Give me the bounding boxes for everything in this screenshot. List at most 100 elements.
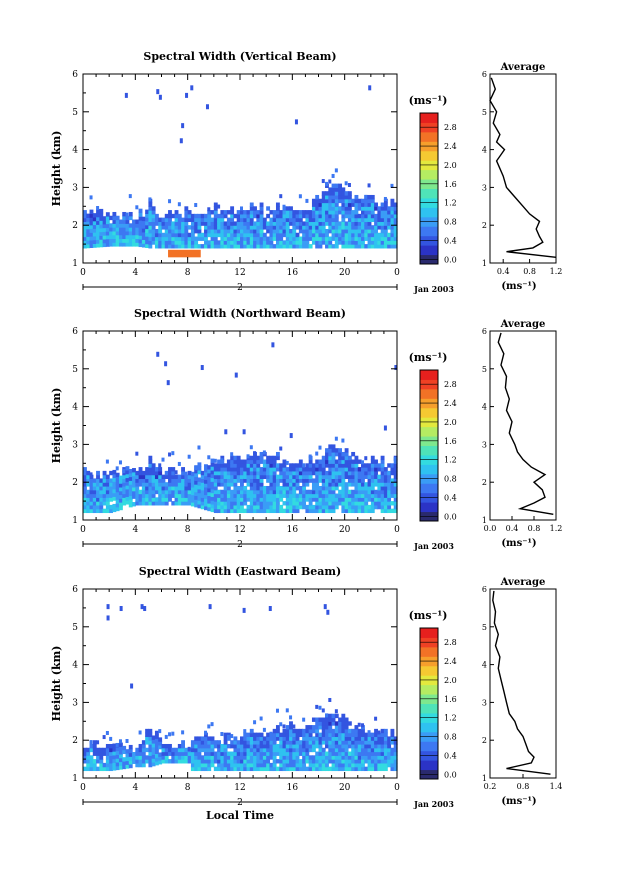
sparse-echo [166, 380, 170, 386]
heatmap-cell [334, 436, 338, 441]
heatmap-cell [269, 731, 273, 736]
heatmap-cell [83, 244, 87, 249]
heatmap-cell [305, 759, 310, 764]
heatmap-cell [161, 240, 166, 245]
heatmap-cell [158, 482, 163, 487]
average-y-tick-label: 4 [482, 661, 487, 670]
heatmap-cell [344, 732, 349, 738]
heatmap-cell [141, 243, 146, 248]
heatmap-cell [187, 755, 192, 760]
heatmap-cell [204, 743, 208, 749]
heatmap-cell [266, 508, 271, 514]
heatmap-cell [154, 497, 159, 502]
heatmap-cell [380, 736, 385, 741]
heatmap-cell [318, 508, 323, 514]
heatmap-cell [230, 240, 235, 245]
heatmap-cell [279, 766, 284, 772]
heatmap-cell [357, 740, 362, 745]
heatmap-cell [83, 493, 87, 498]
heatmap-cell [380, 459, 385, 464]
heatmap-cell [334, 217, 339, 223]
heatmap-cell [223, 478, 228, 483]
heatmap-cell [302, 482, 307, 487]
heatmap-cell [230, 232, 235, 238]
heatmap-cell [233, 736, 238, 741]
heatmap-cell [200, 232, 205, 238]
heatmap-cell [364, 228, 369, 234]
sparse-echo [289, 433, 293, 439]
heatmap-cell [354, 736, 359, 741]
heatmap-cell [256, 766, 261, 772]
heatmap-cell [321, 751, 326, 756]
heatmap-cell [197, 469, 202, 475]
heatmap-cell [233, 508, 238, 514]
heatmap-cell [328, 485, 333, 491]
heatmap-cell [367, 740, 372, 745]
heatmap-cell [83, 759, 87, 764]
heatmap-cell [86, 751, 91, 756]
heatmap-cell [387, 478, 392, 483]
heatmap-cell [347, 244, 352, 249]
heatmap-cell [217, 489, 221, 495]
heatmap-cell [233, 740, 238, 745]
heatmap-cell [354, 206, 359, 211]
heatmap-cell [275, 244, 280, 249]
heatmap-cell [325, 717, 329, 722]
heatmap-cell [204, 232, 208, 238]
heatmap-cell [207, 751, 212, 756]
heatmap-cell [325, 736, 329, 741]
heatmap-cell [249, 202, 254, 207]
heatmap-cell [256, 232, 261, 238]
heatmap-cell [298, 504, 303, 510]
heatmap-cell [311, 728, 316, 734]
heatmap-cell [380, 213, 385, 219]
heatmap-cell [308, 732, 313, 738]
heatmap-cell [275, 508, 280, 514]
heatmap-cell [318, 501, 323, 506]
heatmap-cell [210, 755, 215, 760]
heatmap-cell [383, 206, 388, 211]
heatmap-cell [230, 206, 235, 211]
heatmap-cell [125, 230, 130, 236]
heatmap-cell [364, 202, 369, 207]
heatmap-cell [246, 766, 251, 772]
heatmap-cell [279, 232, 284, 238]
heatmap-cell [256, 501, 261, 506]
heatmap-cell [177, 501, 182, 506]
heatmap-cell [390, 732, 395, 738]
heatmap-cell [253, 501, 257, 506]
heatmap-cell [387, 497, 392, 502]
heatmap-cell [187, 501, 192, 506]
heatmap-cell [292, 463, 297, 468]
heatmap-cell [289, 482, 293, 487]
heatmap-cell [331, 451, 336, 457]
heatmap-cell [204, 490, 208, 496]
heatmap-cell [393, 508, 398, 514]
heatmap-cell [289, 210, 293, 215]
heatmap-cell [374, 459, 378, 464]
heatmap-cell [151, 470, 156, 476]
heatmap-cell [112, 238, 117, 243]
heatmap-cell [374, 240, 378, 245]
heatmap-cell [236, 463, 241, 468]
heatmap-cell [145, 759, 150, 764]
heatmap-cell [262, 762, 267, 768]
heatmap-cell [321, 213, 326, 219]
heatmap-cell [275, 232, 280, 238]
heatmap-cell [256, 244, 261, 249]
sparse-echo [185, 92, 189, 98]
heatmap-cell [357, 478, 362, 483]
heatmap-cell [92, 489, 97, 495]
heatmap-cell [138, 497, 143, 502]
heatmap-cell [351, 497, 356, 502]
heatmap-cell [145, 489, 150, 495]
heatmap-cell [311, 210, 316, 215]
heatmap-cell [197, 755, 202, 760]
heatmap-cell [328, 194, 333, 200]
heatmap-cell [194, 480, 199, 485]
heatmap-cell [331, 202, 336, 207]
heatmap-cell [357, 493, 362, 498]
heatmap-cell [96, 759, 100, 764]
heatmap-cell [83, 485, 87, 491]
heatmap-cell [168, 213, 172, 219]
